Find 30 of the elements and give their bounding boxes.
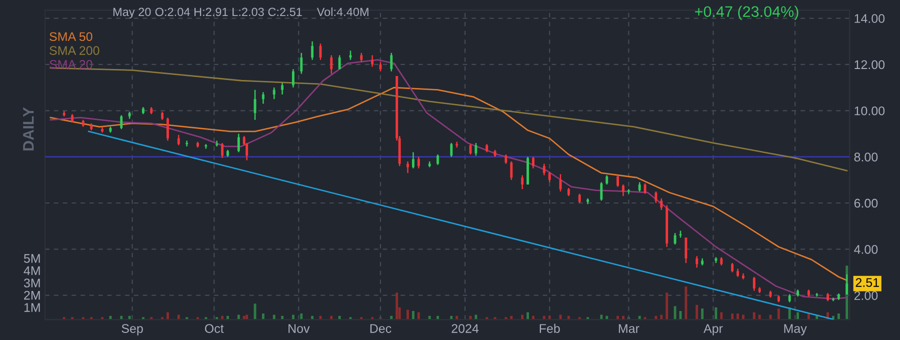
x-tick-label: Oct bbox=[204, 324, 224, 333]
y2-tick-label: 3M bbox=[24, 278, 40, 288]
y-tick-label: 10.00 bbox=[854, 106, 885, 116]
y-tick-label: 4.00 bbox=[854, 244, 878, 254]
text: SMA 20 bbox=[50, 60, 92, 69]
y-tick-label: 2.00 bbox=[854, 291, 878, 300]
x-tick-label: 2024 bbox=[452, 324, 479, 333]
y2-tick-label: 4M bbox=[24, 266, 40, 276]
y-tick-label: 8.00 bbox=[854, 152, 878, 162]
text: DAILY bbox=[23, 107, 34, 150]
text: SMA 50 bbox=[50, 32, 92, 42]
x-tick-label: Sep bbox=[122, 324, 143, 336]
y2-tick-label: 1M bbox=[24, 303, 40, 312]
annotation: Vol:4.40M bbox=[316, 7, 368, 16]
annotation: May 20 bbox=[113, 8, 151, 18]
y2-tick-label: 5M bbox=[24, 254, 40, 263]
x-tick-label: Mar bbox=[618, 324, 640, 333]
x-tick-label: Apr bbox=[704, 324, 723, 336]
annotation: 2.51 bbox=[856, 278, 879, 287]
y-tick-label: 12.00 bbox=[854, 60, 885, 70]
x-tick-label: Feb bbox=[540, 324, 560, 333]
y2-tick-label: 2M bbox=[24, 290, 40, 300]
y-tick-label: 6.00 bbox=[854, 198, 878, 208]
y-tick-label: 14.00 bbox=[854, 14, 885, 23]
series-label: SMA 200 bbox=[50, 46, 100, 55]
x-tick-label: Dec bbox=[370, 324, 392, 333]
x-tick-label: May bbox=[784, 324, 807, 336]
x-tick-label: Nov bbox=[288, 324, 310, 333]
annotation: +0.47 (23.04%) bbox=[695, 6, 798, 20]
annotation: O:2.04 H:2.91 L:2.03 C:2.51 bbox=[155, 8, 302, 16]
